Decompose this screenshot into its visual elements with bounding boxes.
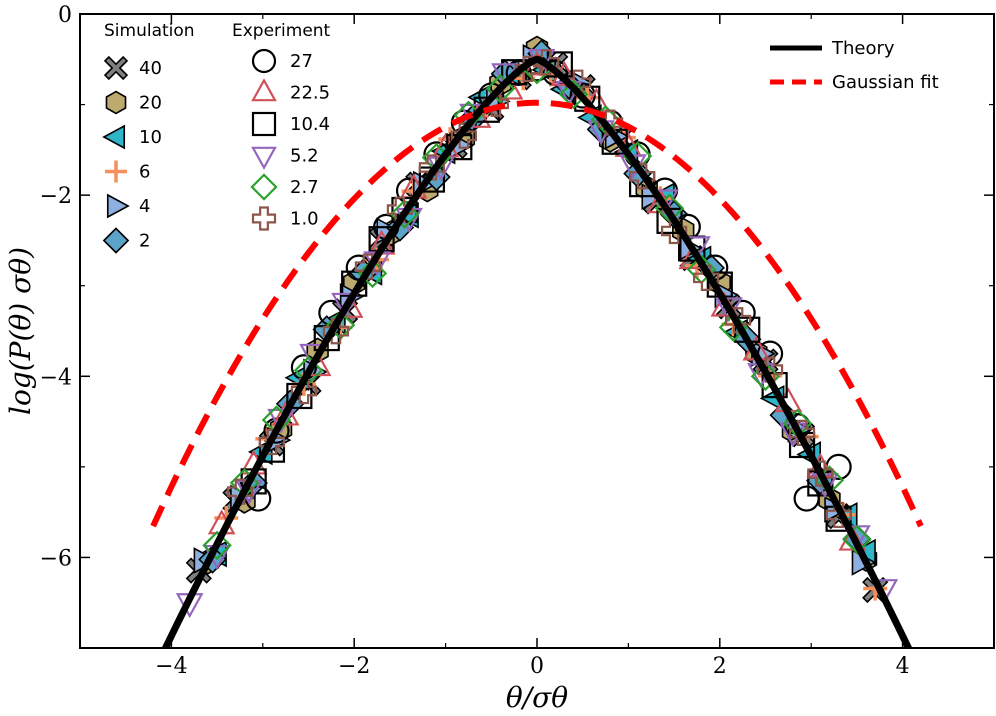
- axis-ticks: −4 −2 0 2 40−2−4−6: [40, 3, 995, 679]
- data-point: [485, 73, 516, 104]
- legend-label: 10.4: [290, 114, 330, 135]
- legend-label: Theory: [831, 38, 895, 59]
- legend-title: Simulation: [104, 21, 195, 41]
- x-tick-label: 0: [530, 654, 544, 679]
- legend-marker: [251, 206, 277, 231]
- data-point: [793, 485, 820, 512]
- data-point: [842, 524, 872, 555]
- data-point: [718, 312, 749, 343]
- y-tick-label: 0: [58, 3, 72, 28]
- legend-marker: [106, 193, 130, 219]
- theory-curve: [161, 55, 913, 648]
- legend-marker: [105, 90, 127, 115]
- legend-box: Theory Gaussian fit: [770, 38, 939, 93]
- y-tick-label: −2: [40, 184, 72, 209]
- data-point: [322, 318, 350, 345]
- x-tick-label: 4: [896, 654, 910, 679]
- data-point: [629, 163, 656, 190]
- y-axis-title: log(P(θ) σθ): [4, 247, 37, 415]
- legend-label: Gaussian fit: [832, 72, 939, 93]
- legend-box: Simulation 40 20 10 6 4 2: [102, 21, 195, 254]
- legend-label: 20: [139, 93, 162, 114]
- legend-label: 4: [139, 196, 150, 217]
- legend-label: 22.5: [290, 83, 330, 104]
- legend-marker: [103, 55, 129, 81]
- legend-label: 5.2: [290, 146, 319, 167]
- legend-marker: [251, 111, 277, 137]
- data-point: [569, 82, 596, 109]
- legend-marker: [251, 146, 277, 170]
- data-point: [750, 361, 781, 392]
- legend-marker: [251, 48, 277, 74]
- legend-label: 10: [139, 127, 162, 148]
- legend-label: 2.7: [290, 177, 319, 198]
- gaussian-fit-curve: [150, 99, 924, 528]
- legend-marker: [105, 160, 127, 183]
- x-tick-label: −2: [338, 654, 370, 679]
- legend-label: 27: [290, 51, 313, 72]
- data-point: [290, 377, 318, 405]
- legend-label: 40: [139, 58, 162, 79]
- legend-title: Experiment: [232, 21, 331, 41]
- x-axis-title: θ/σθ: [506, 681, 568, 714]
- fit-curves: [150, 55, 924, 648]
- legend-label: 2: [139, 231, 150, 252]
- data-markers: [175, 35, 899, 619]
- legend-label: 6: [139, 162, 150, 183]
- legend-marker: [102, 124, 126, 150]
- legend-marker: [102, 227, 130, 254]
- legend-marker: [251, 78, 277, 102]
- x-tick-label: −4: [155, 654, 187, 679]
- data-point: [202, 530, 232, 561]
- legend-label: 1.0: [290, 209, 319, 230]
- data-point: [389, 199, 420, 229]
- y-tick-label: −4: [40, 365, 72, 390]
- legend-box: Experiment 27 22.5 10.4 5.2 2.7 1.0: [232, 21, 331, 231]
- y-tick-label: −6: [40, 546, 72, 571]
- data-point: [386, 196, 413, 223]
- data-point: [482, 90, 509, 117]
- legend-marker: [250, 173, 278, 201]
- data-point: [450, 122, 477, 149]
- data-point: [357, 258, 388, 289]
- legends: Simulation 40 20 10 6 4 2 Experiment 27 22.5 10.4 5…: [102, 21, 939, 254]
- x-tick-label: 2: [713, 654, 727, 679]
